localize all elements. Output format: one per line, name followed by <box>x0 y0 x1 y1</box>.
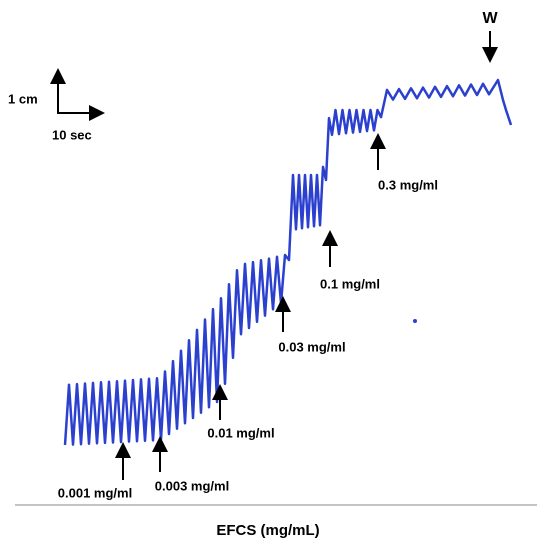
scale-label: 10 sec <box>52 127 92 142</box>
footer-label: EFCS (mg/mL) <box>216 522 319 539</box>
scale-label: 1 cm <box>8 91 38 106</box>
ink-dot <box>413 319 417 323</box>
dose-label: 0.003 mg/ml <box>155 478 229 493</box>
figure: 1 cm 10 sec 0.001 mg/ml 0.003 mg/ml 0.01… <box>0 0 537 542</box>
contraction-trace <box>65 80 511 445</box>
dose-label: 0.01 mg/ml <box>207 425 274 440</box>
dose-label: 0.3 mg/ml <box>378 177 438 192</box>
dose-label: 0.001 mg/ml <box>58 485 132 500</box>
dose-label: 0.1 mg/ml <box>320 276 380 291</box>
washout-label: W <box>482 10 498 27</box>
dose-label: 0.03 mg/ml <box>278 339 345 354</box>
